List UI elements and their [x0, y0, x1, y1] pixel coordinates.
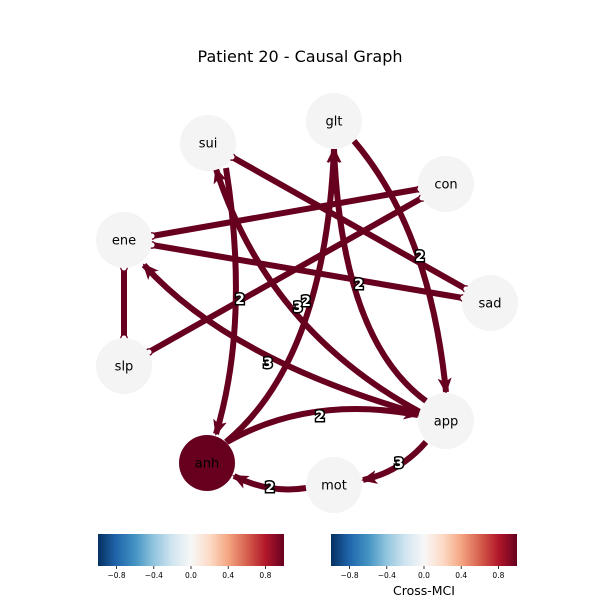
edge-app-mot: [361, 440, 429, 484]
colorbar-tick-label: −0.4: [378, 571, 396, 580]
node-circle: [180, 115, 236, 171]
node-slp: slp: [96, 338, 152, 394]
edge-ene-slp: [120, 264, 128, 342]
colorbar-tick-label: 0.4: [222, 571, 234, 580]
colorbar-tick-label: 0.4: [455, 571, 467, 580]
node-label: slp: [115, 360, 134, 375]
node-label: sui: [199, 137, 218, 152]
node-label: con: [434, 178, 457, 193]
node-con: con: [418, 156, 474, 212]
nodes-layer: sui glt con ene sad slp app anh mot: [96, 93, 518, 513]
node-mot: mot: [306, 457, 362, 513]
node-circle: [306, 93, 362, 149]
node-circle: [96, 212, 152, 268]
edge-label: 3: [394, 456, 404, 472]
colorbar-tick-label: −0.8: [107, 571, 125, 580]
edge-label: 2: [415, 249, 425, 265]
edge-label: 2: [354, 277, 364, 293]
graph-title: Patient 20 - Causal Graph: [197, 47, 403, 66]
edges-layer: [120, 139, 470, 493]
node-circle: [418, 156, 474, 212]
node-circle: [96, 338, 152, 394]
node-circle: [306, 457, 362, 513]
node-glt: glt: [306, 93, 362, 149]
node-label: ene: [112, 234, 136, 249]
node-circle: [418, 393, 474, 449]
edge-mot-anh: [232, 473, 307, 493]
edge-label: 2: [235, 292, 245, 308]
edge-label: 2: [301, 294, 311, 310]
node-sui: sui: [180, 115, 236, 171]
colorbars-layer: −0.8 −0.4 0.0 0.4 0.8 −0.8 −0.4 0.0 0.4 0.8: [98, 534, 517, 580]
node-ene: ene: [96, 212, 152, 268]
colorbar-tick-label: 0.8: [259, 571, 271, 580]
node-label: anh: [195, 457, 219, 472]
edge-label: 3: [263, 356, 273, 372]
node-circle: [462, 275, 518, 331]
colorbar-tick-label: 0.0: [418, 571, 430, 580]
edge-glt-app: [351, 139, 452, 394]
colorbar-gradient: [98, 534, 284, 566]
node-label: glt: [326, 115, 343, 130]
node-label: mot: [321, 479, 347, 494]
edge-ene-con: [148, 185, 424, 240]
node-label: sad: [479, 297, 502, 312]
node-app: app: [418, 393, 474, 449]
node-anh: anh: [179, 435, 235, 491]
colorbar-label: Cross-MCI: [393, 583, 455, 598]
colorbar-tick-label: 0.0: [185, 571, 197, 580]
colorbar-tick-label: −0.4: [145, 571, 163, 580]
colorbar-gradient: [331, 534, 517, 566]
edge-anh-app: [225, 405, 420, 445]
colorbar-1: −0.8 −0.4 0.0 0.4 0.8: [98, 534, 284, 580]
edge-app-glt: [327, 147, 428, 404]
colorbar-tick-label: −0.8: [340, 571, 358, 580]
edge-label: 2: [315, 409, 325, 425]
node-label: app: [434, 415, 458, 430]
colorbar-2: −0.8 −0.4 0.0 0.4 0.8: [331, 534, 517, 580]
edge-label: 3: [293, 300, 303, 316]
edge-anh-glt: [224, 147, 341, 445]
node-circle: [179, 435, 235, 491]
node-sad: sad: [462, 275, 518, 331]
edge-slp-con: [145, 194, 426, 356]
edge-app-ene: [141, 262, 421, 417]
edge-label: 2: [265, 480, 275, 496]
edge-sui-anh: [213, 167, 239, 436]
colorbar-tick-label: 0.8: [492, 571, 504, 580]
